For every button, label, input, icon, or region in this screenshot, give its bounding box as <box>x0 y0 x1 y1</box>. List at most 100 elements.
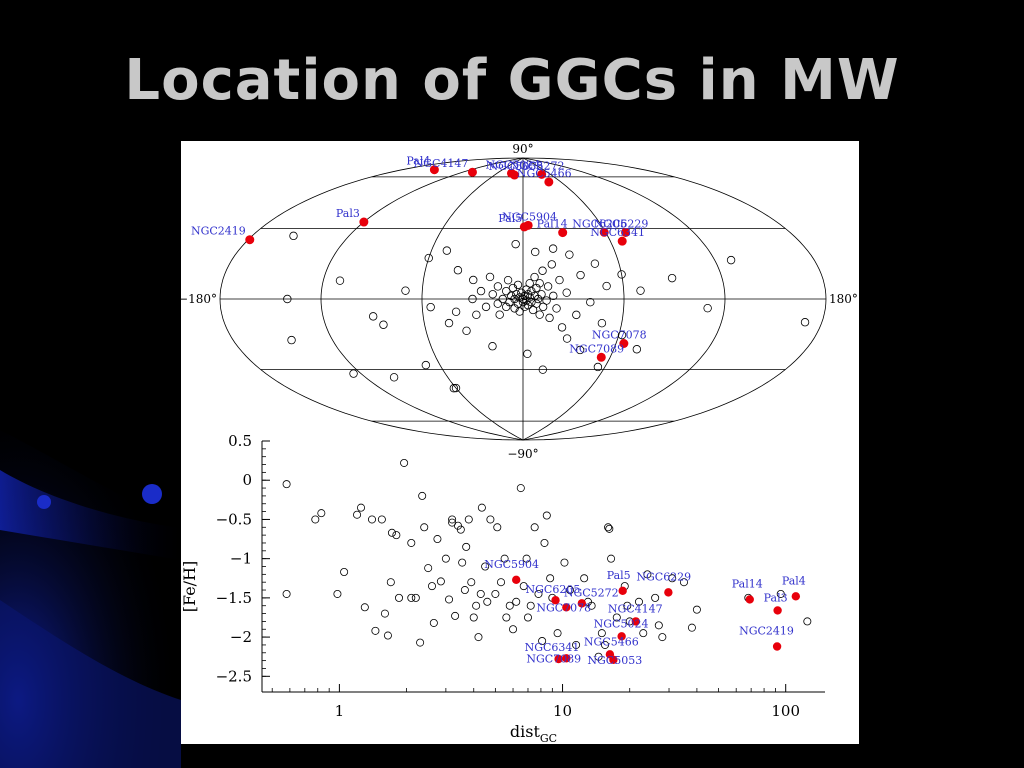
axis-label-right: 180° <box>829 292 858 306</box>
highlighted-cluster-point <box>772 642 782 651</box>
cluster-point <box>287 335 296 345</box>
cluster-label: NGC5904 <box>484 558 539 571</box>
cluster-point <box>530 523 539 532</box>
cluster-point <box>566 586 575 595</box>
y-tick-label: −0.5 <box>216 510 252 528</box>
cluster-point <box>548 244 558 253</box>
highlighted-cluster-point <box>562 654 571 663</box>
cluster-point <box>433 535 442 544</box>
cluster-point <box>474 633 483 642</box>
swoosh-dot-small <box>37 495 51 509</box>
cluster-point <box>803 617 812 626</box>
highlighted-cluster-point <box>617 632 626 641</box>
highlighted-cluster-point <box>429 165 439 175</box>
cluster-point <box>460 586 469 595</box>
cluster-point <box>360 603 369 612</box>
cluster-label: NGC7089 <box>569 342 624 355</box>
cluster-point <box>535 279 544 288</box>
cluster-point <box>553 629 562 638</box>
cluster-point <box>679 578 688 587</box>
cluster-point <box>545 313 554 323</box>
cluster-point <box>449 384 459 393</box>
cluster-point <box>632 345 642 354</box>
cluster-point <box>800 318 810 327</box>
highlighted-cluster-point <box>359 217 369 227</box>
cluster-point <box>546 574 555 583</box>
cluster-point <box>469 613 478 622</box>
cluster-point <box>565 250 574 259</box>
highlighted-cluster-point <box>537 169 547 179</box>
cluster-point <box>502 302 511 312</box>
highlighted-cluster-point <box>467 167 477 177</box>
x-tick-label: 10 <box>553 702 572 720</box>
highlighted-cluster-point <box>596 352 606 362</box>
highlighted-cluster-point <box>544 177 554 187</box>
cluster-point <box>505 601 514 610</box>
cluster-point <box>612 613 621 622</box>
cluster-point <box>525 279 534 288</box>
cluster-point <box>497 578 506 587</box>
x-tick-label: 1 <box>335 702 345 720</box>
cluster-point <box>602 281 611 291</box>
cluster-point <box>512 597 521 606</box>
cluster-point <box>562 288 571 297</box>
cluster-point <box>289 231 298 241</box>
cluster-point <box>528 305 538 315</box>
cluster-label: NGC5053 <box>587 654 642 667</box>
cluster-point <box>513 280 523 290</box>
cluster-point <box>502 286 511 296</box>
cluster-point <box>462 326 471 336</box>
highlighted-cluster-point <box>554 654 563 664</box>
cluster-point <box>617 330 627 340</box>
cluster-point <box>519 582 528 591</box>
cluster-label: Pal4 <box>406 155 430 168</box>
cluster-point <box>387 528 396 537</box>
cluster-point <box>462 542 471 551</box>
cluster-point <box>429 618 438 627</box>
cluster-point <box>481 562 490 571</box>
cluster-point <box>445 595 454 604</box>
cluster-label: Pal4 <box>782 574 806 587</box>
cluster-point <box>441 554 450 563</box>
cluster-point <box>395 593 404 602</box>
x-axis-label-sub: GC <box>540 732 557 744</box>
cluster-point <box>282 480 291 489</box>
cluster-point <box>421 360 431 370</box>
cluster-point <box>401 286 410 295</box>
axis-label-left: −180° <box>181 292 217 306</box>
cluster-point <box>472 310 481 320</box>
cluster-point <box>575 345 585 355</box>
cluster-label: Pal14 <box>732 577 763 590</box>
highlighted-cluster-point <box>621 227 631 237</box>
cluster-label: NGC2419 <box>739 625 794 638</box>
cluster-point <box>491 589 500 598</box>
highlighted-cluster-point <box>791 592 801 601</box>
cluster-point <box>507 291 516 301</box>
highlighted-cluster-point <box>618 586 627 596</box>
cluster-point <box>538 266 547 275</box>
cluster-point <box>495 310 504 319</box>
cluster-point <box>594 652 603 661</box>
figure-panel: 90° −90° −180° 180° NGC2419 Pal3 Pal4 NGC4147 NG… <box>181 141 859 744</box>
cluster-point <box>547 260 556 269</box>
highlighted-cluster-point <box>562 603 571 612</box>
cluster-label: NGC5272 <box>510 159 565 172</box>
cluster-point <box>283 294 292 304</box>
cluster-point <box>505 297 514 307</box>
cluster-point <box>407 538 416 547</box>
cluster-point <box>427 582 436 591</box>
cluster-point <box>651 593 660 602</box>
cluster-label: NGC5272 <box>564 586 619 599</box>
cluster-point <box>488 342 497 351</box>
cluster-label: NGC7078 <box>592 329 647 342</box>
cluster-point <box>687 623 696 632</box>
cluster-point <box>333 589 342 598</box>
highlighted-cluster-point <box>773 606 782 615</box>
cluster-point <box>572 640 581 649</box>
cluster-point <box>542 296 551 305</box>
cluster-point <box>515 307 524 316</box>
cluster-point <box>597 318 607 328</box>
cluster-point <box>526 601 535 610</box>
cluster-point <box>424 253 433 263</box>
cluster-point <box>371 626 380 635</box>
